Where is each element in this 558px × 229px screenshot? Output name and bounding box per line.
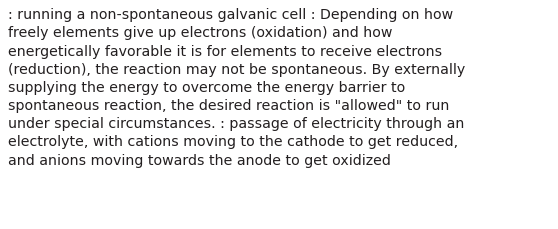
Text: : running a non-spontaneous galvanic cell : Depending on how
freely elements giv: : running a non-spontaneous galvanic cel… bbox=[8, 8, 465, 167]
